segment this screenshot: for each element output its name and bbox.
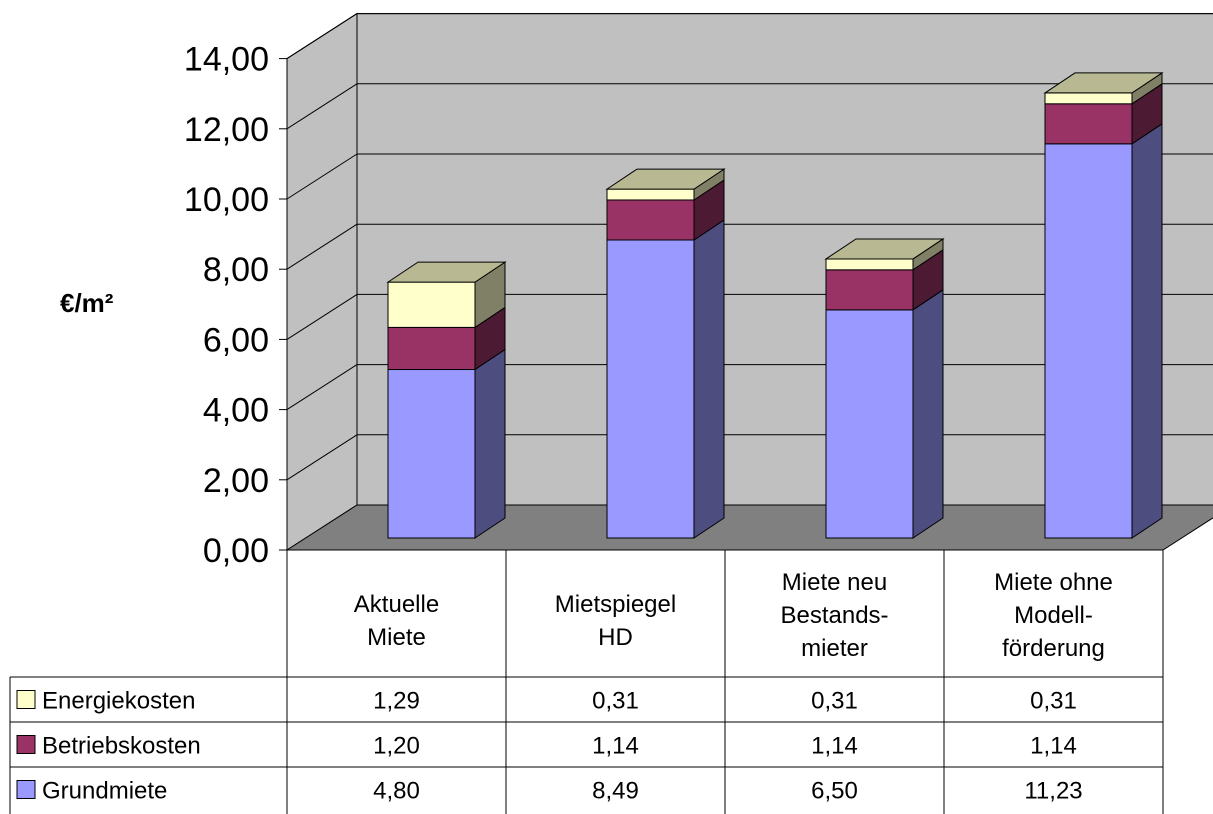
y-tick-label: 0,00 <box>203 532 269 570</box>
bar-grundmiete <box>606 219 725 539</box>
bar-front <box>606 239 695 539</box>
table-cell: 0,31 <box>592 688 639 715</box>
bar-front <box>1044 103 1133 145</box>
table-cell: 4,80 <box>373 778 420 805</box>
y-tick-label: 4,00 <box>203 392 269 430</box>
table-cell: 0,31 <box>1030 688 1077 715</box>
category-label: Mietspiegel <box>555 591 676 618</box>
y-axis-label: €/m² <box>60 288 114 318</box>
y-tick-label: 14,00 <box>184 41 269 79</box>
bar-top <box>824 238 945 260</box>
bar-front <box>1044 143 1133 539</box>
legend-key-grundmiete <box>16 780 36 799</box>
category-label: Miete <box>367 624 426 651</box>
category-label: förderung <box>1002 635 1105 662</box>
bar-grundmiete <box>1044 122 1163 539</box>
y-tick-label: 6,00 <box>203 321 269 359</box>
bar-top <box>1043 72 1164 94</box>
side-wall <box>286 12 358 551</box>
legend-label-betriebskosten: Betriebskosten <box>42 733 201 760</box>
y-tick-label: 8,00 <box>203 251 269 289</box>
bar-side <box>474 348 506 539</box>
bar-front <box>606 188 695 201</box>
bar-grundmiete <box>825 288 944 539</box>
bar-side <box>693 219 725 539</box>
table-cell: 11,23 <box>1024 778 1082 805</box>
bar-front <box>387 326 476 371</box>
bars <box>386 71 1164 539</box>
table-cell: 1,20 <box>373 733 420 760</box>
legend-label-energiekosten: Energiekosten <box>42 688 195 715</box>
table-cell: 1,14 <box>592 733 639 760</box>
table-cell: 6,50 <box>811 778 858 805</box>
gridline-side <box>286 13 358 60</box>
gridline-side <box>286 83 358 130</box>
bar-top <box>605 168 726 190</box>
category-label: Bestands- <box>780 602 888 629</box>
bar-front <box>825 309 914 539</box>
table-cell: 1,14 <box>811 733 858 760</box>
gridline-side <box>286 364 358 411</box>
gridline-side <box>286 223 358 270</box>
bar-energiekosten <box>386 261 507 329</box>
gridline-side <box>286 293 358 340</box>
y-tick-label: 12,00 <box>184 111 269 149</box>
category-label: Miete neu <box>782 569 887 596</box>
bar-top <box>386 261 507 283</box>
bar-front <box>387 281 476 328</box>
table-cell: 1,14 <box>1030 733 1077 760</box>
category-label: mieter <box>801 635 868 662</box>
bar-front <box>387 369 476 539</box>
table-cell: 1,29 <box>373 688 420 715</box>
y-axis: 0,00 2,00 4,00 6,00 8,00 10,00 12,00 14,00 <box>184 41 288 570</box>
bar-energiekosten <box>1043 71 1164 105</box>
y-tick-label: 2,00 <box>203 462 269 500</box>
legend-key-betriebskosten <box>16 735 36 754</box>
y-tick-label: 10,00 <box>184 181 269 219</box>
bar-front <box>606 199 695 241</box>
category-label: Miete ohne <box>994 569 1113 596</box>
data-table: Aktuelle Miete Mietspiegel HD Miete neu Besta… <box>9 549 1164 814</box>
bar-side <box>1131 122 1163 539</box>
gridline-side <box>286 153 358 200</box>
category-label: Modell- <box>1014 602 1093 629</box>
category-label: HD <box>598 624 633 651</box>
chart-walls <box>285 12 1213 551</box>
bar-front <box>825 258 914 271</box>
bar-betriebskosten <box>606 179 725 241</box>
bar-side <box>912 288 944 539</box>
table-cell: 8,49 <box>592 778 639 805</box>
legend-key-energiekosten <box>16 690 36 709</box>
bar-energiekosten <box>605 168 726 201</box>
bar-front <box>1044 92 1133 105</box>
bar-front <box>825 269 914 311</box>
legend-label-grundmiete: Grundmiete <box>42 778 167 805</box>
category-label: Aktuelle <box>354 591 439 618</box>
bar-grundmiete <box>387 348 506 539</box>
gridline-side <box>286 434 358 481</box>
bar-energiekosten <box>824 238 945 271</box>
table-cell: 0,31 <box>811 688 858 715</box>
